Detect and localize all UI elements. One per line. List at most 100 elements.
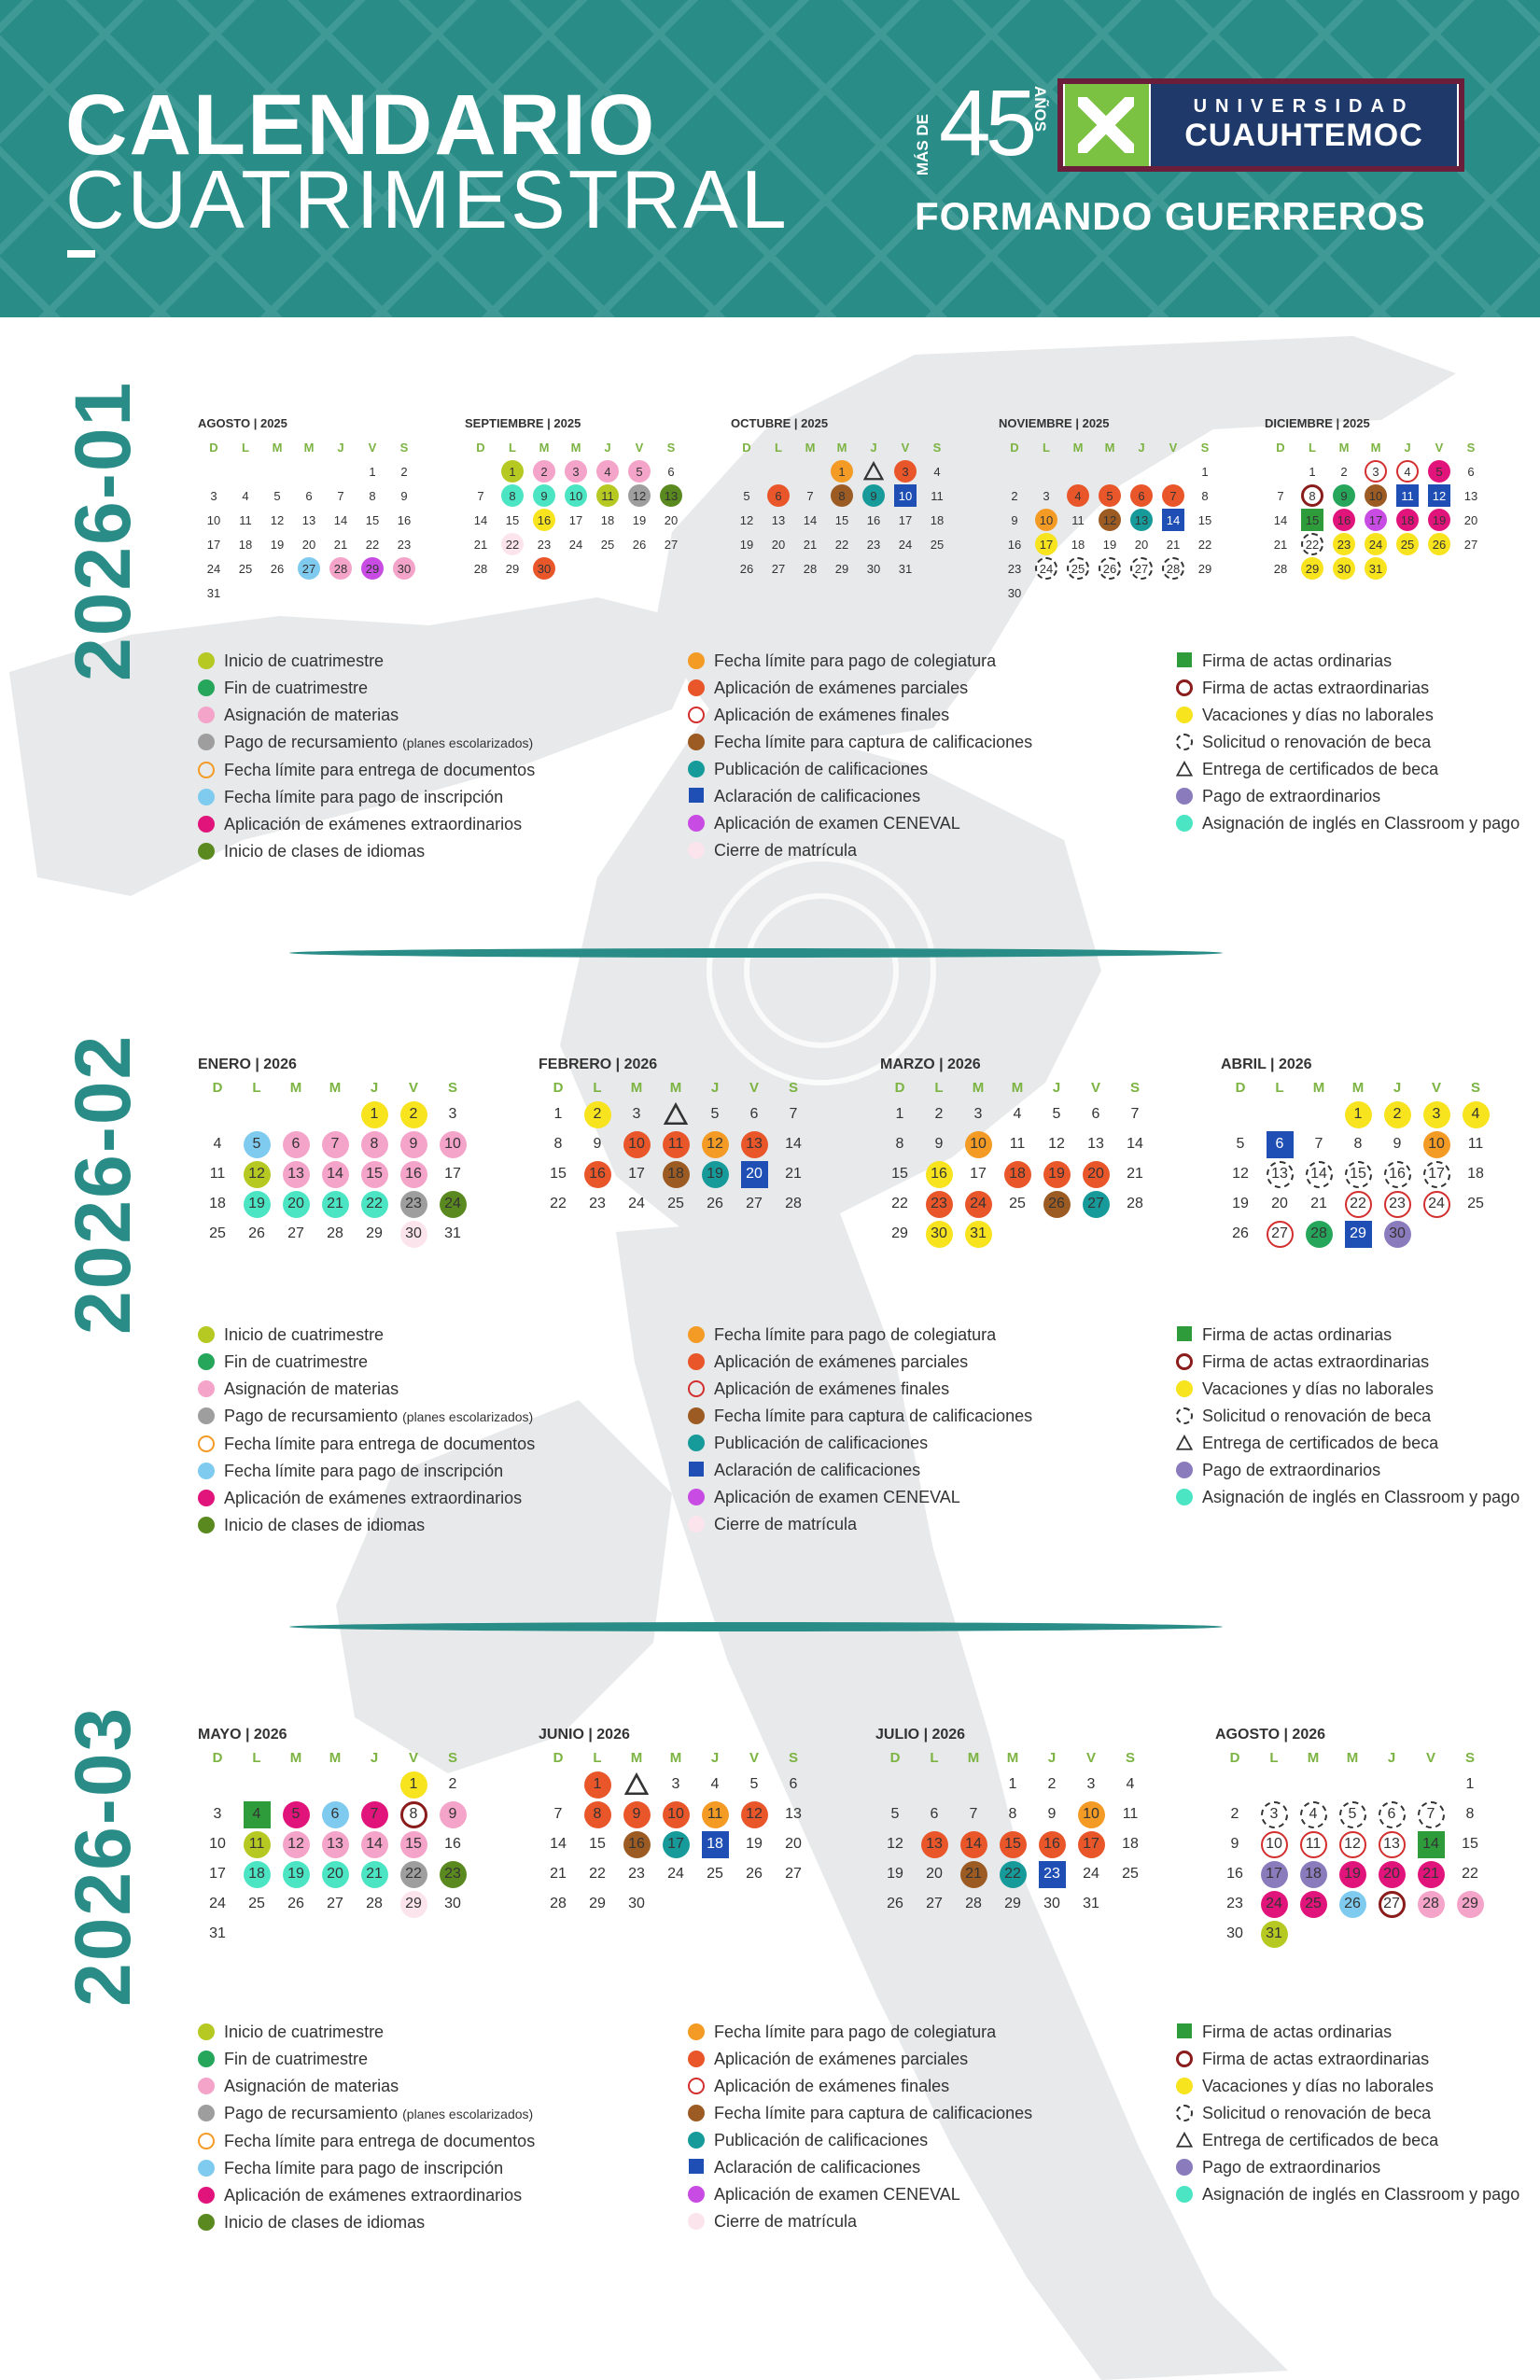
day-cell: 28 [774, 1189, 813, 1219]
day-number: 23 [1226, 1896, 1243, 1911]
day-number: 3 [1365, 460, 1387, 483]
legend-label-text: Aplicación de examen CENEVAL [714, 2185, 960, 2204]
section-label-2026-02: 2026-02 [59, 1033, 147, 1335]
day-number: 14 [1162, 509, 1184, 531]
day-number: 15 [999, 1830, 1027, 1858]
day-cell: 31 [889, 556, 921, 581]
day-cell: 6 [1455, 459, 1487, 483]
day-cell: 8 [497, 483, 528, 508]
day-cell: 17 [198, 532, 230, 556]
legend-note: (planes escolarizados) [402, 2107, 534, 2121]
legend-symbol-icon [198, 652, 215, 669]
legend-label-text: Inicio de cuatrimestre [224, 2023, 385, 2041]
day-number: 13 [1087, 1136, 1104, 1152]
day-cell: 22 [357, 532, 388, 556]
legend-symbol-icon [198, 2105, 215, 2121]
day-cell: 4 [1062, 483, 1094, 508]
legend-label-text: Pago de extraordinarios [1202, 787, 1381, 805]
day-number: 26 [1338, 1890, 1366, 1918]
day-number: 24 [1260, 1890, 1288, 1918]
day-number: 8 [1008, 1806, 1017, 1822]
day-cell: 23 [394, 1189, 433, 1219]
legend-item: Cierre de matrícula [688, 2212, 1155, 2231]
legend-label-text: Cierre de matrícula [714, 2212, 858, 2231]
legend-label-text: Asignación de inglés en Classroom y pago [1202, 814, 1520, 833]
weekday-header: V [635, 440, 644, 455]
day-cell: 1 [880, 1099, 919, 1129]
day-cell: 1 [357, 459, 388, 483]
day-number: 20 [740, 1160, 768, 1188]
day-cell: 9 [1378, 1129, 1417, 1159]
legend-label: Pago de recursamiento (planes escolariza… [224, 733, 533, 752]
day-cell: 13 [763, 508, 794, 532]
day-number: 3 [1260, 1800, 1288, 1828]
day-cell: 13 [1455, 483, 1487, 508]
university-mark-icon [1065, 84, 1149, 166]
day-number: 18 [930, 512, 945, 527]
weekday-header: L [593, 1749, 602, 1766]
weekday-header: L [775, 440, 782, 455]
legend-symbol-icon [688, 842, 705, 859]
weekday-header: M [1312, 1079, 1325, 1096]
day-number: 27 [746, 1196, 763, 1211]
legend-item: Aclaración de calificaciones [688, 2158, 1155, 2177]
month-grid: D L M M J V S 1 2 3 4 5 6 7 8 9 10 11 12 13 14 15 16 17 18 19 20 21… [198, 1075, 467, 1249]
day-number: 18 [1467, 1166, 1484, 1182]
weekday-header: L [242, 440, 249, 455]
day-number: 12 [628, 484, 651, 507]
day-cell: 22 [880, 1189, 919, 1219]
legend-item: Aplicación de exámenes parciales [688, 2050, 1155, 2068]
day-cell: 27 [315, 1889, 355, 1919]
day-cell: 25 [695, 1859, 735, 1889]
legend-item: Entrega de certificados de beca [1175, 1434, 1531, 1452]
weekday-header: V [901, 440, 910, 455]
day-cell: 16 [1032, 1829, 1071, 1859]
day-number: 29 [1344, 1220, 1372, 1248]
day-cell: 23 [1328, 532, 1360, 556]
legend-symbol-icon [688, 1353, 705, 1370]
day-cell: 13 [655, 483, 687, 508]
day-number: 24 [439, 1190, 467, 1218]
legend-label: Pago de recursamiento (planes escolariza… [224, 2104, 533, 2123]
day-cell: 22 [1296, 532, 1328, 556]
day-cell: 15 [394, 1829, 433, 1859]
day-empty [237, 1770, 276, 1799]
day-number: 28 [327, 1225, 343, 1241]
day-number: 28 [1162, 557, 1184, 580]
day-cell: 26 [261, 556, 293, 581]
legend-symbol-icon [1175, 1434, 1194, 1451]
day-cell: 3 [1417, 1099, 1456, 1129]
legend-symbol-icon [688, 1516, 705, 1533]
day-number: 21 [1417, 1860, 1445, 1888]
legend-label: Inicio de clases de idiomas [224, 842, 425, 861]
weekday-header: S [1125, 1749, 1135, 1766]
day-number: 17 [209, 1866, 226, 1882]
weekday-header: M [1006, 1749, 1019, 1766]
weekday-header: J [1138, 440, 1145, 455]
legend-label-text: Entrega de certificados de beca [1202, 760, 1439, 778]
day-number: 31 [898, 561, 913, 576]
day-cell: 12 [1094, 508, 1126, 532]
day-empty [1294, 1770, 1333, 1799]
day-number: 23 [628, 1866, 645, 1882]
day-number: 29 [1197, 561, 1212, 576]
legend-label-text: Fecha límite para pago de colegiatura [714, 651, 997, 670]
day-number: 9 [1393, 1136, 1402, 1152]
day-number: 16 [397, 512, 412, 527]
day-cell: 14 [1411, 1829, 1450, 1859]
legend-symbol-icon [1176, 1407, 1193, 1424]
legend-label: Fecha límite para captura de calificacio… [714, 1407, 1032, 1425]
legend-symbol-icon [1176, 815, 1193, 832]
legend-item: Aplicación de exámenes extraordinarios [198, 2186, 665, 2205]
legend-label: Aplicación de exámenes finales [714, 2077, 949, 2095]
day-number: 21 [1273, 537, 1288, 552]
legend-label: Fecha límite para pago de colegiatura [714, 2023, 996, 2041]
day-cell: 29 [578, 1889, 617, 1919]
weekday-header: M [1011, 1079, 1024, 1096]
day-cell: 23 [1032, 1859, 1071, 1889]
legend-column: Inicio de cuatrimestre Fin de cuatrimestr… [198, 1325, 665, 1543]
day-cell: 31 [198, 581, 230, 605]
legend-label-text: Inicio de cuatrimestre [224, 651, 385, 670]
day-cell: 7 [355, 1799, 394, 1829]
weekday-header: M [570, 440, 581, 455]
